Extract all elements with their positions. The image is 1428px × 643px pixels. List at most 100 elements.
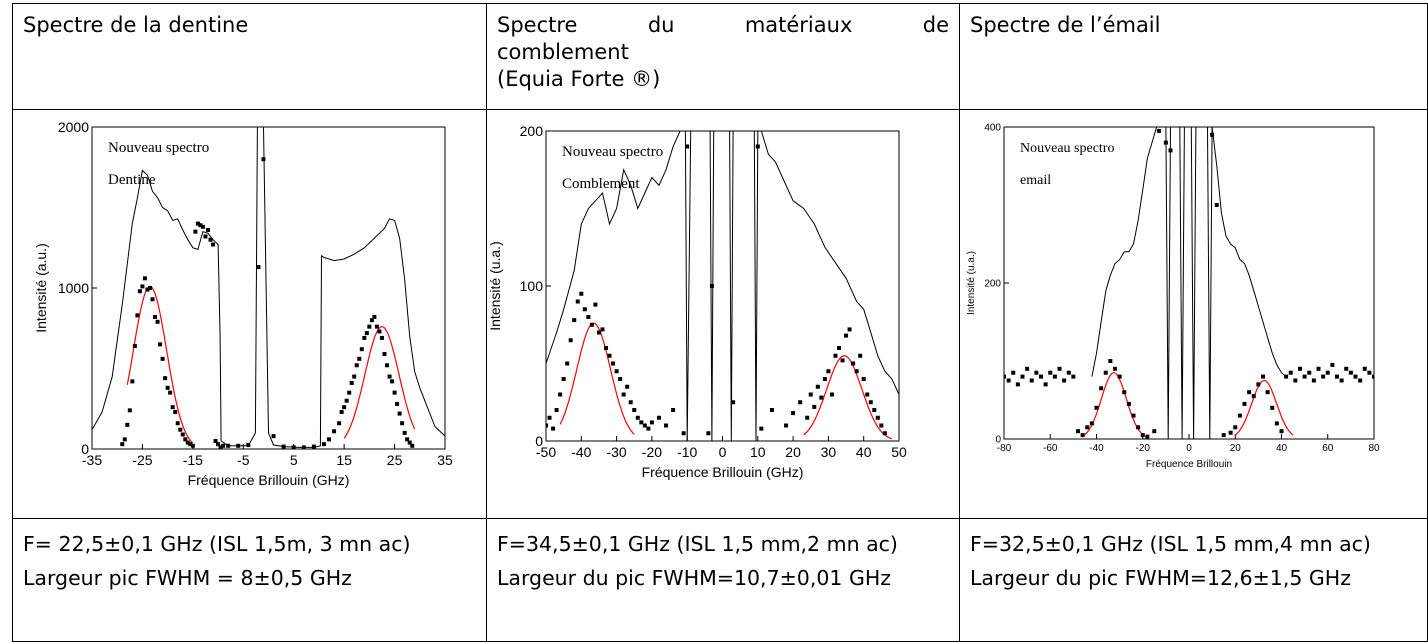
data-point bbox=[160, 356, 165, 361]
data-point bbox=[1080, 433, 1085, 438]
data-point bbox=[593, 302, 598, 307]
data-point bbox=[221, 443, 226, 448]
data-point bbox=[125, 422, 130, 427]
data-point bbox=[1348, 370, 1353, 375]
data-point bbox=[354, 363, 359, 368]
header-filling-word: du bbox=[647, 13, 675, 37]
header-cell-enamel: Spectre de l’émail bbox=[959, 3, 1428, 110]
chart-annotation: Nouveau spectro bbox=[562, 144, 663, 160]
result-frequency: F=34,5±0,1 GHz (ISL 1,5 mm,2 mn ac) bbox=[497, 532, 898, 556]
plot-area bbox=[546, 131, 899, 441]
chart-annotation: Nouveau spectro bbox=[108, 140, 209, 156]
data-point bbox=[374, 324, 379, 329]
data-point bbox=[127, 408, 132, 413]
data-point bbox=[1011, 370, 1016, 375]
data-point bbox=[402, 430, 407, 435]
data-point bbox=[1237, 413, 1242, 418]
data-point bbox=[875, 415, 880, 420]
x-tick-label: -15 bbox=[183, 452, 203, 468]
data-point bbox=[281, 444, 286, 449]
data-point bbox=[1039, 374, 1043, 379]
raw-spectrum-line bbox=[546, 131, 899, 441]
data-point bbox=[858, 353, 863, 358]
y-axis-label: Intensité (a.u.) bbox=[33, 243, 49, 333]
result-cell-enamel: F=32,5±0,1 GHz (ISL 1,5 mm,4 mn ac) Larg… bbox=[959, 518, 1428, 642]
data-point bbox=[1156, 128, 1161, 133]
data-point bbox=[1270, 405, 1275, 410]
data-point bbox=[819, 395, 824, 400]
raw-spectrum-line bbox=[1091, 127, 1287, 439]
data-point bbox=[256, 265, 261, 270]
y-tick-label: 2000 bbox=[58, 119, 89, 135]
data-point bbox=[1339, 378, 1344, 383]
header-filling-word: Spectre bbox=[497, 13, 578, 37]
data-point bbox=[390, 379, 395, 384]
data-point bbox=[1163, 140, 1168, 145]
data-point bbox=[203, 234, 208, 239]
data-point bbox=[344, 398, 349, 403]
data-point bbox=[1307, 370, 1312, 375]
data-point bbox=[872, 408, 877, 412]
data-point bbox=[301, 445, 306, 449]
data-point bbox=[600, 327, 605, 332]
data-point bbox=[625, 384, 630, 389]
data-point bbox=[1265, 390, 1270, 395]
data-point bbox=[1214, 203, 1219, 207]
header-cell-filling: Spectre du matériaux de comblement (Equi… bbox=[486, 3, 960, 110]
data-point bbox=[646, 426, 651, 431]
header-cell-dentine: Spectre de la dentine bbox=[12, 3, 487, 110]
data-point bbox=[586, 315, 591, 319]
data-point bbox=[357, 356, 362, 361]
data-point bbox=[205, 228, 210, 233]
data-point bbox=[226, 443, 231, 448]
data-point bbox=[246, 442, 251, 447]
data-point bbox=[1247, 390, 1252, 395]
data-point bbox=[709, 284, 714, 288]
data-point bbox=[664, 423, 669, 428]
y-axis-label: Intensité (u.a.) bbox=[966, 251, 977, 315]
x-tick-label: 5 bbox=[290, 452, 298, 468]
data-point bbox=[185, 440, 190, 445]
data-point bbox=[387, 374, 392, 379]
chart-annotation: Comblement bbox=[562, 176, 640, 192]
data-point bbox=[1372, 374, 1374, 379]
data-point bbox=[1076, 429, 1080, 434]
y-tick-label: 400 bbox=[984, 123, 1001, 134]
x-tick-label: 35 bbox=[437, 452, 453, 468]
data-point bbox=[826, 369, 831, 374]
data-point bbox=[681, 431, 686, 436]
data-point bbox=[1099, 386, 1104, 391]
x-tick-label: 10 bbox=[750, 444, 766, 460]
data-point bbox=[865, 392, 870, 397]
data-point bbox=[847, 327, 852, 332]
data-point bbox=[1261, 374, 1265, 379]
plot-frame bbox=[1003, 126, 1375, 440]
data-point bbox=[731, 400, 736, 405]
result-frequency: F= 22,5±0,1 GHz (ISL 1,5m, 3 mn ac) bbox=[23, 532, 411, 556]
data-point bbox=[854, 369, 859, 374]
data-point bbox=[642, 423, 647, 428]
data-point bbox=[621, 392, 626, 397]
data-point bbox=[382, 352, 387, 357]
data-point bbox=[1089, 421, 1094, 426]
data-point bbox=[1043, 382, 1048, 387]
data-point bbox=[671, 408, 676, 412]
chart-cell-enamel: -80 -60 -40 -20 0 20 40 60 80 0 200 400 Fréquence Br… bbox=[959, 109, 1428, 519]
data-point bbox=[1004, 374, 1006, 379]
data-point bbox=[1233, 425, 1238, 430]
x-tick-label: 60 bbox=[1322, 443, 1334, 454]
raw-spectrum-line bbox=[92, 127, 445, 448]
data-point bbox=[589, 322, 594, 327]
data-point bbox=[604, 346, 609, 350]
data-point bbox=[359, 347, 364, 352]
data-point bbox=[1071, 374, 1076, 379]
data-point bbox=[861, 377, 866, 381]
data-point bbox=[1256, 382, 1261, 387]
data-point bbox=[211, 242, 216, 247]
data-point bbox=[1302, 374, 1307, 379]
data-point bbox=[1015, 382, 1020, 387]
data-point bbox=[1020, 374, 1025, 379]
data-point bbox=[879, 423, 884, 428]
chart-annotation: Nouveau spectro bbox=[1020, 141, 1114, 156]
data-point bbox=[798, 400, 803, 405]
